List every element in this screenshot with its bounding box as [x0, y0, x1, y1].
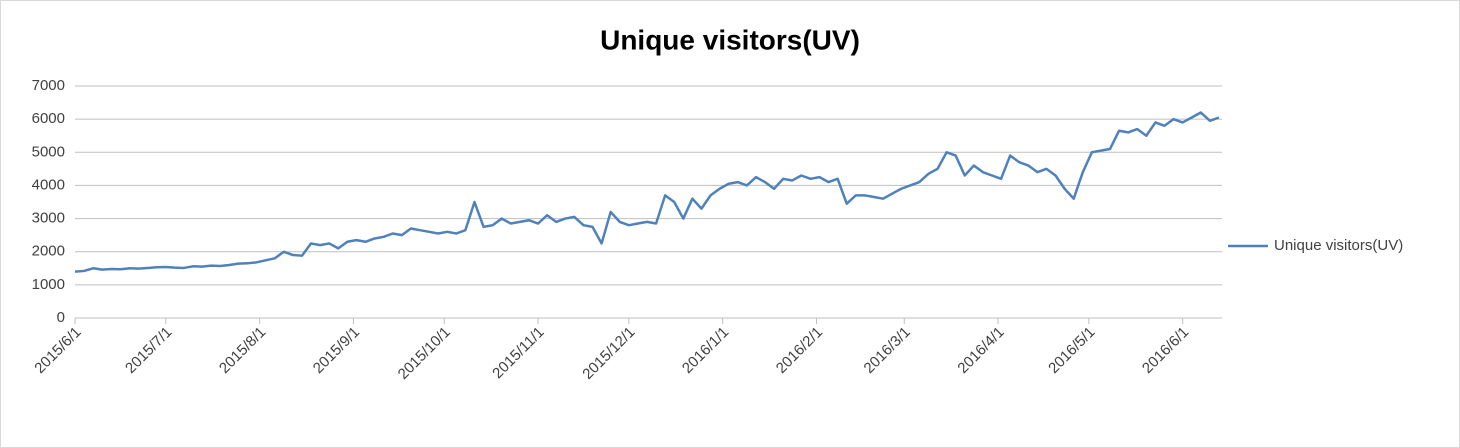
data-line	[74, 111, 1220, 273]
y-tick-label: 4000	[32, 176, 65, 193]
y-tick-label: 3000	[32, 210, 65, 227]
y-tick-label: 0	[57, 309, 65, 326]
y-tick-label: 5000	[32, 143, 65, 160]
y-tick-label: 2000	[32, 243, 65, 260]
chart-title: Unique visitors(UV)	[600, 24, 860, 55]
legend-label: Unique visitors(UV)	[1274, 237, 1403, 254]
y-tick-label: 6000	[32, 110, 65, 127]
y-tick-label: 1000	[32, 276, 65, 293]
y-tick-label: 7000	[32, 77, 65, 94]
